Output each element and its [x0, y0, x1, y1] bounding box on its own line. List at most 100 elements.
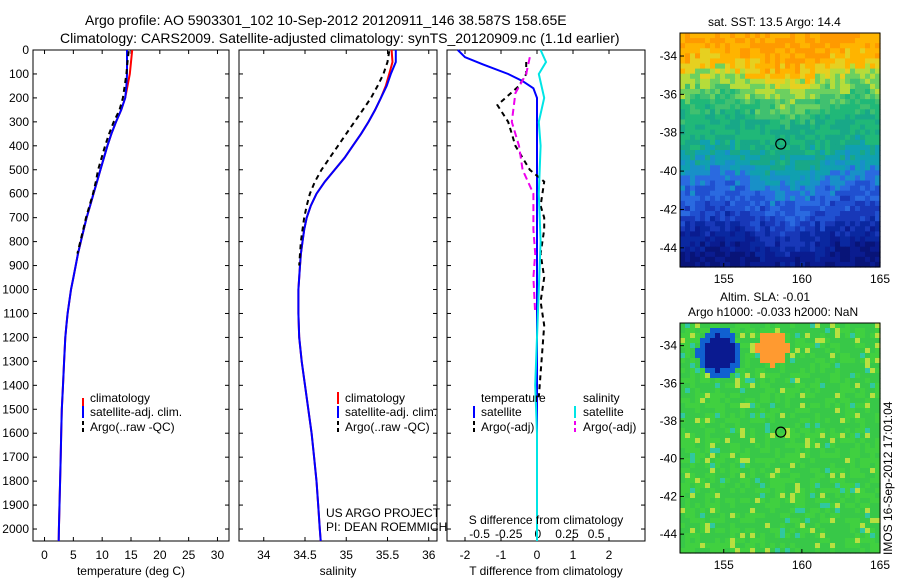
heatmap-cell: [725, 195, 731, 202]
heatmap-cell: [810, 538, 816, 544]
heatmap-cell: [770, 528, 776, 534]
heatmap-cell: [810, 403, 816, 409]
heatmap-cell: [715, 438, 721, 444]
heatmap-cell: [750, 383, 756, 389]
heatmap-cell: [690, 83, 696, 90]
heatmap-cell: [870, 58, 876, 65]
y-tick-label: 0: [22, 43, 29, 57]
heatmap-cell: [725, 373, 731, 379]
heatmap-cell: [745, 368, 751, 374]
heatmap-cell: [735, 513, 741, 519]
heatmap-cell: [830, 114, 836, 121]
heatmap-cell: [765, 195, 771, 202]
heatmap-cell: [800, 478, 806, 484]
heatmap-cell: [855, 463, 861, 469]
heatmap-cell: [815, 408, 821, 414]
heatmap-cell: [770, 523, 776, 529]
heatmap-cell: [705, 236, 711, 243]
heatmap-cell: [850, 114, 856, 121]
heatmap-cell: [845, 83, 851, 90]
heatmap-cell: [835, 548, 841, 554]
heatmap-cell: [690, 144, 696, 151]
heatmap-cell: [805, 78, 811, 85]
heatmap-cell: [725, 523, 731, 529]
heatmap-cell: [855, 323, 861, 329]
heatmap-cell: [755, 134, 761, 141]
heatmap-cell: [870, 139, 876, 146]
heatmap-cell: [805, 83, 811, 90]
heatmap-cell: [835, 368, 841, 374]
heatmap-cell: [790, 438, 796, 444]
heatmap-cell: [710, 185, 716, 192]
heatmap-cell: [830, 408, 836, 414]
heatmap-cell: [715, 528, 721, 534]
heatmap-cell: [720, 328, 726, 334]
heatmap-cell: [755, 175, 761, 182]
heatmap-cell: [815, 73, 821, 80]
heatmap-cell: [695, 393, 701, 399]
heatmap-cell: [835, 94, 841, 100]
heatmap-cell: [765, 543, 771, 549]
heatmap-cell: [705, 190, 711, 197]
heatmap-cell: [860, 343, 866, 349]
heatmap-cell: [790, 353, 796, 359]
heatmap-cell: [795, 99, 801, 105]
heatmap-cell: [850, 195, 856, 202]
heatmap-cell: [750, 403, 756, 409]
y-tick-label: -42: [660, 489, 678, 503]
heatmap-cell: [725, 246, 731, 253]
heatmap-cell: [875, 363, 881, 369]
heatmap-cell: [855, 251, 861, 258]
heatmap-cell: [820, 99, 826, 105]
heatmap-cell: [870, 328, 876, 334]
heatmap-cell: [820, 129, 826, 136]
heatmap-cell: [765, 109, 771, 115]
heatmap-cell: [800, 78, 806, 85]
heatmap-cell: [735, 518, 741, 524]
heatmap-cell: [730, 413, 736, 419]
heatmap-cell: [690, 78, 696, 85]
heatmap-cell: [790, 256, 796, 263]
heatmap-cell: [725, 261, 731, 268]
heatmap-cell: [685, 543, 691, 549]
heatmap-cell: [775, 498, 781, 504]
heatmap-cell: [790, 333, 796, 339]
heatmap-cell: [740, 448, 746, 454]
heatmap-cell: [875, 543, 881, 549]
heatmap-cell: [765, 348, 771, 354]
heatmap-cell: [865, 488, 871, 494]
heatmap-cell: [765, 261, 771, 268]
heatmap-cell: [765, 463, 771, 469]
heatmap-cell: [825, 498, 831, 504]
heatmap-cell: [755, 48, 761, 54]
heatmap-cell: [800, 58, 806, 65]
heatmap-cell: [820, 73, 826, 80]
heatmap-cell: [740, 63, 746, 70]
heatmap-cell: [845, 114, 851, 121]
heatmap-cell: [875, 503, 881, 509]
heatmap-cell: [860, 358, 866, 364]
heatmap-cell: [840, 38, 846, 44]
heatmap-cell: [865, 251, 871, 258]
heatmap-cell: [845, 144, 851, 151]
heatmap-cell: [865, 144, 871, 151]
heatmap-cell: [730, 398, 736, 404]
heatmap-cell: [765, 468, 771, 474]
heatmap-cell: [695, 68, 701, 75]
heatmap-cell: [850, 433, 856, 439]
heatmap-cell: [820, 63, 826, 70]
heatmap-cell: [750, 478, 756, 484]
heatmap-cell: [860, 150, 866, 156]
heatmap-cell: [790, 94, 796, 100]
heatmap-cell: [790, 378, 796, 384]
heatmap-cell: [730, 231, 736, 238]
heatmap-cell: [735, 180, 741, 187]
heatmap-cell: [875, 155, 881, 161]
heatmap-cell: [875, 408, 881, 414]
heatmap-cell: [775, 483, 781, 489]
heatmap-cell: [840, 195, 846, 202]
heatmap-cell: [775, 155, 781, 161]
heatmap-cell: [840, 393, 846, 399]
heatmap-cell: [815, 261, 821, 268]
heatmap-cell: [795, 124, 801, 131]
